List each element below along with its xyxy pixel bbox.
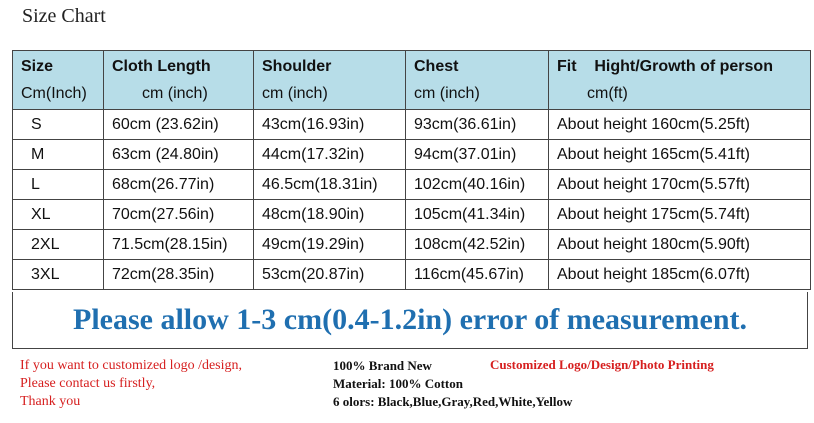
header-line: Size — [21, 58, 54, 75]
table-cell: About height 165cm(5.41ft) — [548, 139, 811, 170]
header-row: Size Cm(Inch) Cloth Length cm (inch) Shoulde… — [12, 50, 811, 110]
table-cell: About height 175cm(5.74ft) — [548, 199, 811, 230]
header-line: cm (inch) — [142, 85, 208, 102]
table-cell: 46.5cm(18.31in) — [253, 169, 406, 200]
header-line: Cloth Length — [112, 58, 211, 75]
table-cell: 3XL — [12, 259, 104, 290]
title: Size Chart — [22, 5, 106, 27]
header-line: Chest — [414, 58, 459, 75]
table-cell: M — [12, 139, 104, 170]
table-cell: XL — [12, 199, 104, 230]
table-cell: 68cm(26.77in) — [103, 169, 254, 200]
table-cell: 48cm(18.90in) — [253, 199, 406, 230]
table-cell: 94cm(37.01in) — [405, 139, 549, 170]
footer-left-line: Thank you — [20, 394, 81, 409]
footer-middle-line: 100% Brand New — [333, 358, 432, 373]
table-cell: 93cm(36.61in) — [405, 109, 549, 140]
table-cell: 60cm (23.62in) — [103, 109, 254, 140]
footer-right: Customized Logo/Design/Photo Printing — [490, 357, 714, 372]
table-cell: 43cm(16.93in) — [253, 109, 406, 140]
header-line: Fit Hight/Growth of person — [557, 58, 773, 75]
header-line: cm(ft) — [587, 85, 628, 102]
table-row: 3XL 72cm(28.35in) 53cm(20.87in) 116cm(45.67… — [12, 259, 811, 290]
table-row: S 60cm (23.62in) 43cm(16.93in) 93cm(36.61in… — [12, 109, 811, 140]
table-cell: 63cm (24.80in) — [103, 139, 254, 170]
header-line: Shoulder — [262, 58, 332, 75]
header-cell: Shoulder cm (inch) — [253, 50, 406, 110]
table-cell: 2XL — [12, 229, 104, 260]
footer-middle-line: 6 olors: Black,Blue,Gray,Red,White,Yello… — [333, 394, 573, 409]
table-cell: 108cm(42.52in) — [405, 229, 549, 260]
table-cell: 44cm(17.32in) — [253, 139, 406, 170]
notice: Please allow 1-3 cm(0.4-1.2in) error of … — [12, 292, 808, 349]
footer-left-line: If you want to customized logo /design, — [20, 358, 243, 373]
table-cell: 116cm(45.67in) — [405, 259, 549, 290]
table-cell: 72cm(28.35in) — [103, 259, 254, 290]
table-cell: 53cm(20.87in) — [253, 259, 406, 290]
table-row: XL 70cm(27.56in) 48cm(18.90in) 105cm(41.34i… — [12, 199, 811, 230]
table-cell: About height 185cm(6.07ft) — [548, 259, 811, 290]
table-cell: About height 160cm(5.25ft) — [548, 109, 811, 140]
header-line: Cm(Inch) — [21, 85, 87, 102]
table-cell: 105cm(41.34in) — [405, 199, 549, 230]
header-line: cm (inch) — [414, 85, 480, 102]
table-cell: S — [12, 109, 104, 140]
table-cell: 102cm(40.16in) — [405, 169, 549, 200]
table-cell: 71.5cm(28.15in) — [103, 229, 254, 260]
table-row: 2XL 71.5cm(28.15in) 49cm(19.29in) 108cm(42.… — [12, 229, 811, 260]
table-cell: About height 180cm(5.90ft) — [548, 229, 811, 260]
footer-left-line: Please contact us firstly, — [20, 376, 156, 391]
header-line: cm (inch) — [262, 85, 328, 102]
table-row: L 68cm(26.77in) 46.5cm(18.31in) 102cm(40.16… — [12, 169, 811, 200]
header-cell: Chest cm (inch) — [405, 50, 549, 110]
table-cell: L — [12, 169, 104, 200]
size-table: Size Cm(Inch) Cloth Length cm (inch) Shoulde… — [12, 50, 811, 290]
footer-middle-line: Material: 100% Cotton — [333, 376, 463, 391]
table-cell: 70cm(27.56in) — [103, 199, 254, 230]
table-row: M 63cm (24.80in) 44cm(17.32in) 94cm(37.01in… — [12, 139, 811, 170]
header-cell: Cloth Length cm (inch) — [103, 50, 254, 110]
header-cell: Size Cm(Inch) — [12, 50, 104, 110]
header-cell: Fit Hight/Growth of person cm(ft) — [548, 50, 811, 110]
table-cell: About height 170cm(5.57ft) — [548, 169, 811, 200]
table-cell: 49cm(19.29in) — [253, 229, 406, 260]
